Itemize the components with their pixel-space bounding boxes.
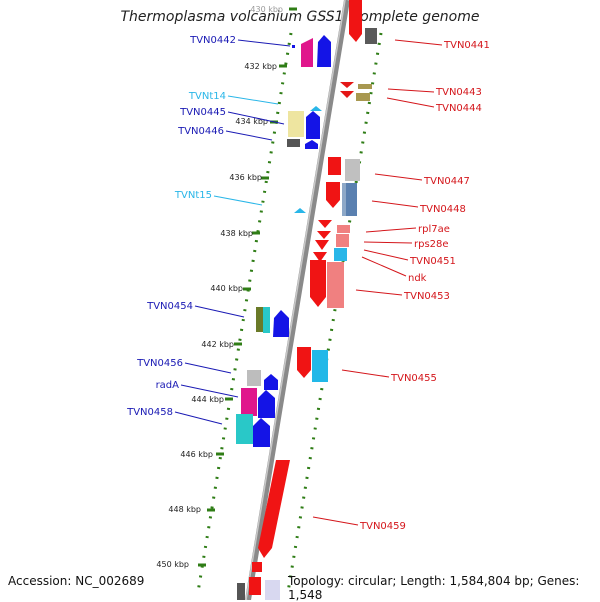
left-labels: TVN0442 TVNt14 TVN0445 TVN0446 TVNt15 TV… xyxy=(126,35,291,425)
gene-TVN0455-shape[interactable] xyxy=(297,347,328,382)
label-TVN0455[interactable]: TVN0455 xyxy=(341,369,437,384)
gene-rpl7ae-shape[interactable] xyxy=(318,220,350,233)
genome-summary-text: Topology: circular; Length: 1,584,804 bp… xyxy=(288,574,580,602)
label-text-radA[interactable]: radA xyxy=(156,380,180,391)
genome-backbone xyxy=(245,0,350,600)
gene-TVNt15-shape[interactable] xyxy=(294,208,306,213)
label-text-TVNt15[interactable]: TVNt15 xyxy=(174,190,212,201)
label-radA[interactable]: radA xyxy=(156,380,239,398)
label-TVN0441[interactable]: TVN0441 xyxy=(394,39,490,51)
tick-442: 442 kbp xyxy=(201,340,242,349)
label-TVN0446[interactable]: TVN0446 xyxy=(177,126,273,141)
label-text-TVN0453[interactable]: TVN0453 xyxy=(403,291,450,302)
gene-TVN0459-shape[interactable] xyxy=(258,460,290,558)
tick-440: 440 kbp xyxy=(210,284,251,293)
gene-TVN0456-shape[interactable] xyxy=(247,370,278,390)
label-text-TVN0456[interactable]: TVN0456 xyxy=(136,358,183,369)
tick-label-450: 450 kbp xyxy=(156,560,189,569)
label-text-TVN0446[interactable]: TVN0446 xyxy=(177,126,224,137)
tick-450: 450 kbp xyxy=(156,560,206,569)
gene-TVN0454-shape[interactable] xyxy=(256,307,289,337)
gene-features xyxy=(236,0,377,600)
gene-rps28e-shape[interactable] xyxy=(317,231,349,247)
tick-label-444: 444 kbp xyxy=(191,395,224,404)
gene-TVN0448-shape[interactable] xyxy=(342,183,357,216)
gene-ndk-shape[interactable] xyxy=(313,252,327,262)
tick-label-446: 446 kbp xyxy=(180,450,213,459)
tick-label-430: 430 kbp xyxy=(250,5,283,14)
tick-label-434: 434 kbp xyxy=(235,117,268,126)
accession-text: Accession: NC_002689 xyxy=(8,574,145,588)
label-TVN0453[interactable]: TVN0453 xyxy=(355,289,450,302)
tick-430: 430 kbp xyxy=(250,5,297,14)
label-TVN0443[interactable]: TVN0443 xyxy=(387,87,482,98)
label-TVNt15[interactable]: TVNt15 xyxy=(174,190,263,206)
label-text-TVN0444[interactable]: TVN0444 xyxy=(435,103,482,114)
label-TVN0454[interactable]: TVN0454 xyxy=(146,301,245,318)
label-TVN0448[interactable]: TVN0448 xyxy=(371,200,466,215)
tick-444: 444 kbp xyxy=(191,395,233,404)
label-text-TVN0454[interactable]: TVN0454 xyxy=(146,301,193,312)
label-text-TVN0451[interactable]: TVN0451 xyxy=(409,256,456,267)
label-TVN0445[interactable]: TVN0445 xyxy=(179,107,285,125)
gene-TVNt14-shape[interactable] xyxy=(310,106,322,111)
gene-TVN0458-shape[interactable] xyxy=(236,414,270,447)
gene-TVN0451-shape[interactable] xyxy=(315,240,347,261)
label-TVN0459[interactable]: TVN0459 xyxy=(312,516,406,532)
label-rpl7ae[interactable]: rpl7ae xyxy=(365,224,450,235)
label-rps28e[interactable]: rps28e xyxy=(363,239,449,250)
label-TVNt14[interactable]: TVNt14 xyxy=(188,91,279,105)
label-text-ndk[interactable]: ndk xyxy=(408,273,427,284)
tick-marks: 430 kbp 432 kbp 434 kbp 436 kbp 438 kbp … xyxy=(156,5,297,569)
tick-438: 438 kbp xyxy=(220,229,260,238)
map-title: Thermoplasma volcanium GSS1, complete ge… xyxy=(120,9,480,25)
label-TVN0458[interactable]: TVN0458 xyxy=(126,407,223,425)
label-ndk[interactable]: ndk xyxy=(361,256,427,284)
tick-436: 436 kbp xyxy=(229,173,269,182)
label-text-TVN0445[interactable]: TVN0445 xyxy=(179,107,226,118)
gene-TVN0447-shape[interactable] xyxy=(326,157,360,208)
label-TVN0447[interactable]: TVN0447 xyxy=(374,173,470,187)
gene-TVN0441-shape[interactable] xyxy=(349,0,377,44)
label-TVN0442[interactable]: TVN0442 xyxy=(189,35,291,47)
label-text-TVNt14[interactable]: TVNt14 xyxy=(188,91,226,102)
tick-label-448: 448 kbp xyxy=(168,505,201,514)
label-text-TVN0458[interactable]: TVN0458 xyxy=(126,407,173,418)
gene-TVN0445-shape[interactable] xyxy=(288,111,320,139)
label-TVN0451[interactable]: TVN0451 xyxy=(363,249,456,267)
label-text-TVN0448[interactable]: TVN0448 xyxy=(419,204,466,215)
label-text-TVN0455[interactable]: TVN0455 xyxy=(390,373,437,384)
gene-TVN0442-shape[interactable] xyxy=(292,35,331,67)
label-text-rpl7ae[interactable]: rpl7ae xyxy=(418,224,450,235)
gene-TVN0446-shape[interactable] xyxy=(287,139,318,149)
tick-label-436: 436 kbp xyxy=(229,173,262,182)
tick-label-438: 438 kbp xyxy=(220,229,253,238)
gene-TVN0453-shape[interactable] xyxy=(310,260,344,308)
label-text-TVN0443[interactable]: TVN0443 xyxy=(435,87,482,98)
tick-label-432: 432 kbp xyxy=(244,62,277,71)
right-labels: TVN0441 TVN0443 TVN0444 TVN0447 TVN0448 … xyxy=(312,39,490,532)
tick-448: 448 kbp xyxy=(168,505,215,514)
label-TVN0456[interactable]: TVN0456 xyxy=(136,358,232,374)
tick-label-442: 442 kbp xyxy=(201,340,234,349)
gene-TVN0444-shape[interactable] xyxy=(340,91,370,101)
tick-432: 432 kbp xyxy=(244,62,287,71)
gene-radA-shape[interactable] xyxy=(241,388,275,418)
gene-TVN0443-shape[interactable] xyxy=(340,82,372,89)
tick-label-440: 440 kbp xyxy=(210,284,243,293)
label-TVN0444[interactable]: TVN0444 xyxy=(386,97,482,114)
label-text-rps28e[interactable]: rps28e xyxy=(414,239,449,250)
bottom-features xyxy=(237,562,280,600)
tick-446: 446 kbp xyxy=(180,450,224,459)
label-text-TVN0459[interactable]: TVN0459 xyxy=(359,521,406,532)
label-text-TVN0442[interactable]: TVN0442 xyxy=(189,35,236,46)
label-text-TVN0447[interactable]: TVN0447 xyxy=(423,176,470,187)
label-text-TVN0441[interactable]: TVN0441 xyxy=(443,40,490,51)
